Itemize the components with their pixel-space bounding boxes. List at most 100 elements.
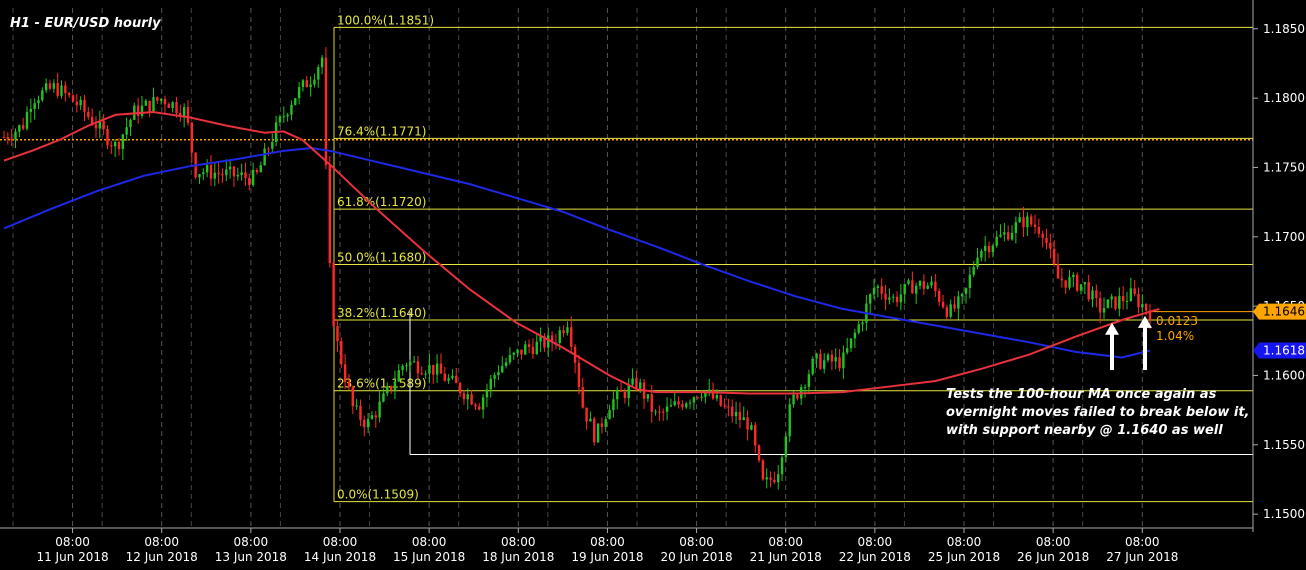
x-time-label: 08:00 [947, 535, 982, 549]
candle-body [186, 107, 190, 123]
candle-body [1045, 237, 1048, 243]
candle-body [156, 97, 159, 101]
candle-body [359, 405, 362, 420]
candle-body [980, 250, 983, 258]
ma-200-line [3, 147, 1151, 359]
candle-body [1141, 304, 1144, 308]
candle-body [79, 99, 82, 106]
candle-body [389, 386, 393, 391]
candle-body [420, 373, 423, 375]
annotation-text-line: Tests the 100-hour MA once again as [946, 387, 1217, 402]
x-time-label: 08:00 [323, 535, 358, 549]
candle-body [872, 287, 876, 295]
candle-body [692, 397, 696, 403]
candle-body [945, 307, 949, 317]
x-time-label: 08:00 [55, 535, 90, 549]
candle-body [397, 370, 400, 382]
candle-body [1133, 288, 1136, 294]
x-time-label: 08:00 [858, 535, 893, 549]
candle-body [374, 415, 377, 418]
candle-body [918, 281, 922, 286]
y-tick-label: 1.1500 [1263, 507, 1305, 521]
candle-body [167, 104, 171, 109]
candle-body [593, 418, 596, 443]
candle-body [140, 105, 144, 116]
candle-body [393, 381, 397, 391]
candle-body [742, 417, 745, 421]
candle-body [1091, 290, 1094, 300]
candle-body [290, 104, 293, 115]
candle-body [251, 170, 255, 186]
candle-body [585, 407, 588, 422]
candle-body [861, 322, 864, 325]
candle-body [723, 405, 726, 407]
arrow-left-head [1105, 322, 1119, 335]
y-tick-label: 1.1550 [1263, 438, 1305, 452]
fib-level-label: 0.0%(1.1509) [337, 488, 419, 502]
candle-body [884, 293, 887, 300]
candle-body [14, 131, 17, 140]
x-time-label: 08:00 [590, 535, 625, 549]
candle-body [846, 348, 849, 353]
candle-body [98, 121, 102, 129]
fib-level-label: 38.2%(1.1640) [337, 306, 426, 320]
candle-body [1010, 232, 1014, 240]
candle-body [2, 136, 6, 138]
candle-body [631, 378, 634, 385]
y-tick-label: 1.1850 [1263, 22, 1305, 36]
candle-body [405, 365, 408, 367]
candle-body [1006, 232, 1010, 240]
candle-body [102, 121, 105, 129]
candle-body [332, 263, 335, 327]
candle-body [378, 401, 381, 418]
x-time-label: 08:00 [144, 535, 179, 549]
candle-body [267, 148, 270, 150]
candle-body [937, 291, 941, 302]
candle-body [983, 245, 987, 251]
candle-body [964, 288, 968, 294]
candle-body [336, 326, 339, 342]
candle-body [895, 296, 899, 303]
candle-body [685, 403, 688, 408]
x-date-label: 20 Jun 2018 [660, 550, 732, 564]
candle-body [297, 87, 301, 99]
candle-body [1075, 274, 1079, 291]
candle-body [67, 93, 71, 96]
candle-body [539, 336, 542, 342]
x-date-label: 21 Jun 2018 [750, 550, 822, 564]
candle-body [976, 257, 979, 267]
candle-body [731, 406, 734, 417]
candle-body [842, 352, 845, 369]
candle-body [363, 419, 366, 428]
candle-body [18, 125, 21, 132]
candle-body [1068, 277, 1071, 288]
candle-body [343, 364, 347, 382]
candle-body [282, 116, 285, 118]
candle-body [570, 327, 573, 347]
price-tag: 1.1618 [1253, 342, 1306, 359]
candle-body [455, 375, 458, 384]
candle-body [83, 99, 86, 112]
candle-body [550, 335, 554, 343]
candle-body [658, 411, 661, 413]
candle-body [25, 111, 29, 129]
candle-body [113, 141, 117, 147]
annotation-text-line: overnight moves failed to break below it… [946, 405, 1249, 420]
candle-body [681, 404, 684, 408]
candle-body [627, 384, 630, 398]
candle-body [934, 281, 937, 292]
candle-body [558, 330, 561, 343]
candle-body [205, 165, 209, 173]
candle-body [474, 404, 477, 407]
candle-body [991, 245, 995, 253]
y-tick-label: 1.1800 [1263, 91, 1305, 105]
candle-body [286, 114, 289, 117]
candle-body [125, 127, 128, 135]
candle-body [581, 387, 584, 408]
candle-body [892, 296, 895, 298]
candle-body [29, 108, 33, 112]
candle-body [508, 354, 512, 363]
